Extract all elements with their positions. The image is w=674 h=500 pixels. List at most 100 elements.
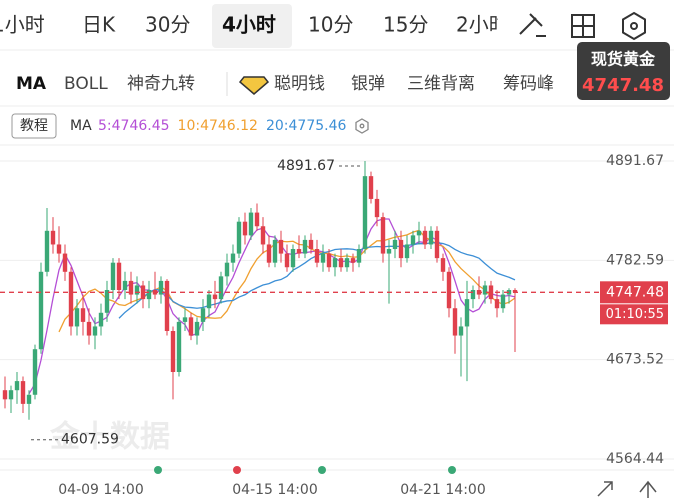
quote-price: 4747.48: [582, 75, 664, 96]
candle-body: [428, 230, 434, 245]
candle-body: [344, 258, 350, 268]
candle-body: [116, 262, 122, 291]
tutorial-button[interactable]: [11, 113, 57, 139]
event-dot[interactable]: [448, 466, 456, 474]
candle-body: [302, 239, 308, 254]
indicator[interactable]: 银弹: [351, 74, 385, 94]
candle-body: [242, 221, 248, 236]
expand-icon[interactable]: [597, 481, 613, 497]
y-tick-label: 4782.59: [606, 252, 664, 268]
candle-body: [458, 326, 464, 336]
candle-body: [296, 249, 302, 254]
tutorial-label[interactable]: 教程: [20, 118, 48, 134]
candle-body: [176, 321, 182, 372]
indicator[interactable]: MA: [16, 74, 47, 94]
indicator[interactable]: 筹码峰: [503, 74, 554, 94]
tab[interactable]: 4小时: [222, 13, 276, 37]
candle-body: [236, 221, 242, 254]
candle-body: [278, 239, 284, 254]
tab[interactable]: 30分: [145, 13, 190, 37]
candle-body: [68, 271, 74, 327]
candle-body: [188, 317, 194, 336]
candle-body: [266, 244, 272, 263]
candle-body: [146, 290, 152, 300]
candle-body: [38, 271, 44, 350]
candle-body: [308, 239, 314, 250]
candle-body: [170, 331, 176, 372]
candle-body: [86, 321, 92, 336]
candle-body: [470, 290, 476, 300]
candle-body: [386, 249, 392, 254]
tab[interactable]: 10分: [308, 13, 353, 37]
candle-body: [80, 308, 86, 322]
y-tick-label: 4891.67: [606, 153, 664, 169]
last-price-tag: [600, 281, 668, 304]
candle-body: [482, 285, 488, 295]
ma-settings-icon[interactable]: [355, 118, 369, 134]
draw-icon[interactable]: [519, 13, 546, 37]
candle-body: [464, 299, 470, 327]
candle-body: [110, 262, 116, 291]
candle-body: [404, 244, 410, 259]
event-dot[interactable]: [233, 466, 241, 474]
tab[interactable]: 1小时: [0, 13, 45, 37]
candle-body: [14, 381, 20, 391]
event-dot[interactable]: [154, 466, 162, 474]
ma-legend: 10:4746.12: [178, 118, 258, 134]
countdown-tag: [600, 304, 668, 325]
tab[interactable]: 15分: [383, 13, 428, 37]
indicator[interactable]: 聪明钱: [274, 74, 325, 94]
candle-body: [92, 326, 98, 336]
x-tick-label: 04-09 14:00: [58, 482, 143, 498]
candle-body: [410, 235, 416, 245]
candle-body: [512, 290, 518, 293]
candle-body: [398, 239, 404, 259]
candle-body: [104, 290, 110, 313]
tab-selected-bg: [212, 4, 292, 48]
candle-body: [314, 249, 320, 263]
indicator[interactable]: BOLL: [64, 74, 108, 94]
candle-body: [248, 212, 254, 236]
candle-body: [224, 262, 230, 277]
candle-body: [374, 198, 380, 218]
candle-body: [284, 253, 290, 268]
settings-icon[interactable]: [622, 11, 646, 41]
indicator[interactable]: 三维背离: [407, 74, 475, 94]
candle-body: [74, 308, 80, 327]
candle-body: [422, 230, 428, 245]
candle-body: [44, 230, 50, 272]
candle-body: [356, 249, 362, 263]
smart-money-icon: [238, 76, 270, 95]
tab[interactable]: 日K: [82, 13, 116, 37]
candle-body: [32, 349, 38, 395]
candle-body: [452, 308, 458, 336]
candle-body: [338, 258, 344, 268]
watermark: 金十数据: [49, 420, 170, 455]
candle-body: [20, 381, 26, 404]
candle-body: [230, 253, 236, 263]
candle-body: [62, 253, 68, 272]
max-annotation: 4891.67: [277, 158, 335, 174]
candle-body: [446, 271, 452, 309]
candle-body: [434, 230, 440, 259]
candle-body: [392, 239, 398, 250]
x-tick-label: 04-15 14:00: [232, 482, 317, 498]
quote-name: 现货黄金: [591, 50, 656, 69]
indicator[interactable]: 神奇九转: [127, 74, 195, 94]
candle-body: [332, 258, 338, 268]
ma-legend: 20:4775.46: [266, 118, 347, 134]
candle-body: [128, 280, 134, 295]
y-tick-label: 4673.52: [606, 352, 664, 368]
candle-body: [416, 230, 422, 236]
event-dot[interactable]: [318, 466, 326, 474]
candle-body: [350, 258, 356, 263]
zoom-icon[interactable]: [639, 480, 657, 498]
candle-body: [134, 285, 140, 295]
layout-icon[interactable]: [571, 14, 595, 38]
candle-body: [368, 176, 374, 199]
x-tick-label: 04-21 14:00: [400, 482, 485, 498]
candle-body: [158, 280, 164, 295]
candle-body: [272, 239, 278, 263]
min-annotation: 4607.59: [61, 432, 119, 448]
